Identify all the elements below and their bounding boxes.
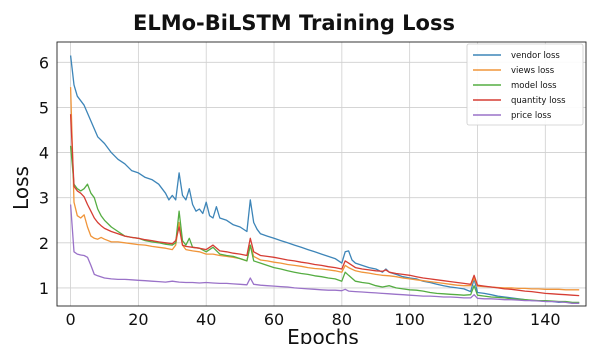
x-tick-label: 140 [530,310,561,329]
x-axis-label: Epochs [287,325,359,344]
plot-frame [56,41,587,307]
series-line-quantity-loss [69,114,580,297]
x-tick-label: 40 [196,310,216,329]
series-line-vendor-loss [69,55,580,304]
x-tick-label: 20 [128,310,148,329]
y-axis-label: Loss [9,166,33,210]
y-tick-label: 5 [39,98,49,117]
series-line-model-loss [69,145,580,304]
series-lines [69,55,580,304]
x-tick-label: 0 [65,310,75,329]
x-tick-label: 80 [332,310,352,329]
y-tick-label: 6 [39,53,49,72]
legend-label-views-loss: views loss [511,66,555,76]
legend-box [466,43,584,126]
x-tick-label: 120 [462,310,493,329]
tick-labels: 0 20 40 60 80 100 120 140 1 2 3 4 5 6 [39,53,561,329]
y-tick-label: 3 [39,189,49,208]
legend-label-model-loss: model loss [511,81,557,91]
y-tick-label: 2 [39,234,49,253]
y-tick-label: 1 [39,279,49,298]
chart-title: ELMo-BiLSTM Training Loss [133,11,455,35]
legend: vendor loss views loss model loss quantity … [466,43,584,126]
x-tick-label: 100 [394,310,425,329]
legend-label-price-loss: price loss [511,111,552,121]
y-tick-label: 4 [39,144,49,163]
legend-label-quantity-loss: quantity loss [511,96,566,106]
x-tick-label: 60 [264,310,284,329]
legend-label-vendor-loss: vendor loss [511,51,560,61]
series-line-price-loss [69,204,580,304]
